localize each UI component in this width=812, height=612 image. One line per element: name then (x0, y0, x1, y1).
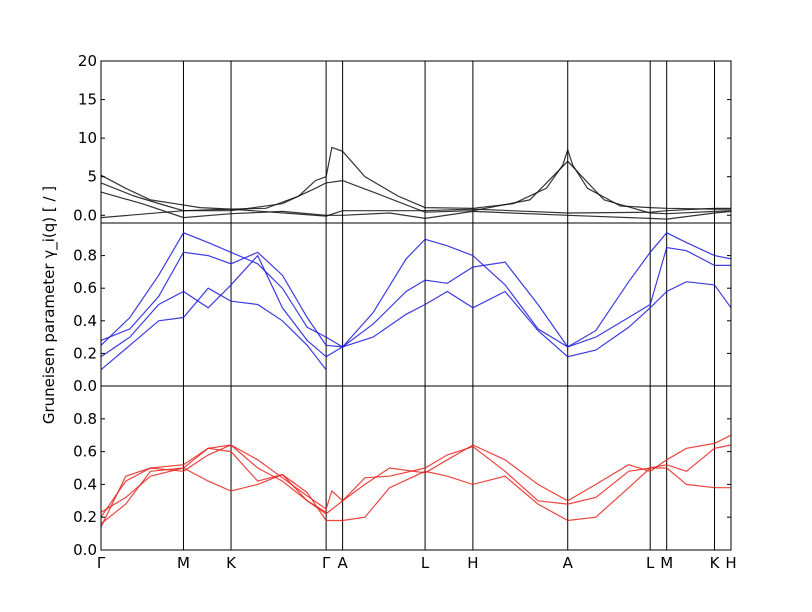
y-tick-label: 0.2 (73, 344, 97, 362)
series-line (100, 232, 732, 348)
y-tick-label: 0.0 (73, 377, 97, 395)
series-line (100, 467, 731, 525)
y-tick-label: 0.0 (73, 206, 97, 224)
y-tick-label: 0.4 (73, 475, 97, 493)
x-tick-label: Γ (97, 554, 106, 572)
series-line (100, 447, 327, 528)
x-tick-label: H (725, 554, 736, 572)
y-tick-label: 20 (78, 52, 97, 70)
x-tick-label: A (563, 554, 574, 572)
x-tick-label: K (710, 554, 721, 572)
y-tick-label: 0.6 (73, 279, 97, 297)
panel-frame (100, 60, 732, 224)
x-tick-label: M (660, 554, 673, 572)
panel-frame (100, 222, 732, 387)
panel-frame (100, 385, 732, 551)
y-tick-label: 0.6 (73, 443, 97, 461)
panel-2: 0.0 0.2 0.4 0.6 0.8 (73, 222, 732, 395)
x-tick-label: L (421, 554, 430, 572)
x-tick-label: L (646, 554, 655, 572)
y-tick-label: 10 (78, 129, 97, 147)
chart-panels: 0.0 5 10 15 20 0.0 0.2 0.4 0.6 0.8 0.0 0.2 0.4 0.6 0.8 (73, 52, 732, 559)
series-line (100, 287, 327, 371)
y-tick-label: 0.2 (73, 508, 97, 526)
series-line (100, 191, 732, 220)
y-axis-label: Gruneisen parameter γ_i(q) [ / ] (40, 186, 59, 424)
series-line (100, 160, 732, 215)
x-tick-label: M (177, 554, 190, 572)
x-tick-label: K (226, 554, 237, 572)
series-line (100, 207, 731, 219)
series-line (100, 232, 731, 348)
y-tick-label: 15 (78, 91, 97, 109)
y-tick-label: 0.8 (73, 410, 97, 428)
y-tick-label: 0.0 (73, 541, 97, 559)
y-tick-label: 0.8 (73, 247, 97, 265)
series-line (100, 146, 731, 210)
panel-1: 0.0 5 10 15 20 (73, 52, 732, 224)
series-line (100, 254, 732, 358)
series-line (100, 444, 732, 518)
x-tick-label: Γ (322, 554, 331, 572)
x-tick-label: H (467, 554, 478, 572)
panel-3: 0.0 0.2 0.4 0.6 0.8 (73, 385, 732, 559)
y-tick-label: 0.4 (73, 312, 97, 330)
x-tick-label: A (337, 554, 348, 572)
y-tick-label: 5 (87, 168, 97, 186)
